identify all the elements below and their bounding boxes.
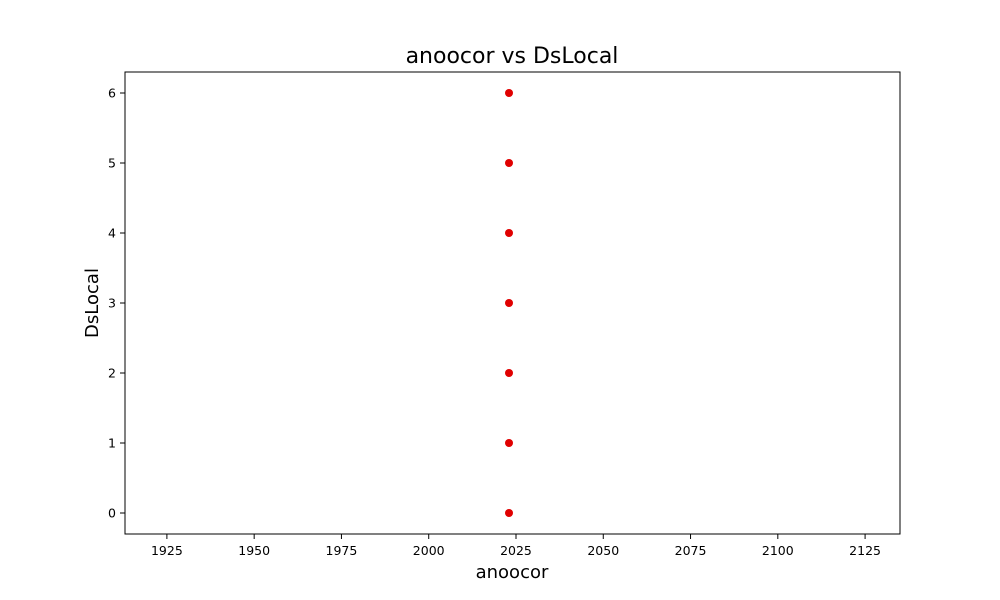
data-point [505, 229, 514, 237]
chart-title: anoocor vs DsLocal [406, 44, 619, 69]
x-tick-label: 2050 [587, 543, 619, 558]
data-point [505, 509, 514, 517]
y-tick-label: 0 [108, 506, 116, 521]
x-tick-label: 2125 [849, 543, 881, 558]
x-tick-label: 2100 [762, 543, 794, 558]
y-tick-label: 5 [108, 156, 116, 171]
x-tick-label: 2075 [675, 543, 707, 558]
y-tick-label: 2 [108, 366, 116, 381]
data-point [505, 159, 514, 167]
y-tick-label: 1 [108, 436, 116, 451]
y-tick-label: 4 [108, 226, 116, 241]
data-point [505, 369, 514, 377]
data-point [505, 299, 514, 307]
y-tick-label: 3 [108, 296, 116, 311]
y-axis: 0 1 2 3 4 5 6 [108, 86, 125, 521]
x-axis: 1925 1950 1975 2000 2025 2050 2075 2100 2125 [151, 534, 881, 558]
data-point [505, 89, 514, 97]
x-tick-label: 1975 [326, 543, 358, 558]
data-point [505, 439, 514, 447]
x-tick-label: 2025 [500, 543, 532, 558]
x-tick-label: 1950 [238, 543, 270, 558]
x-tick-label: 2000 [413, 543, 445, 558]
data-points [505, 89, 514, 517]
y-axis-label: DsLocal [82, 268, 103, 338]
x-tick-label: 1925 [151, 543, 183, 558]
y-tick-label: 6 [108, 86, 116, 101]
x-axis-label: anoocor [476, 562, 549, 583]
